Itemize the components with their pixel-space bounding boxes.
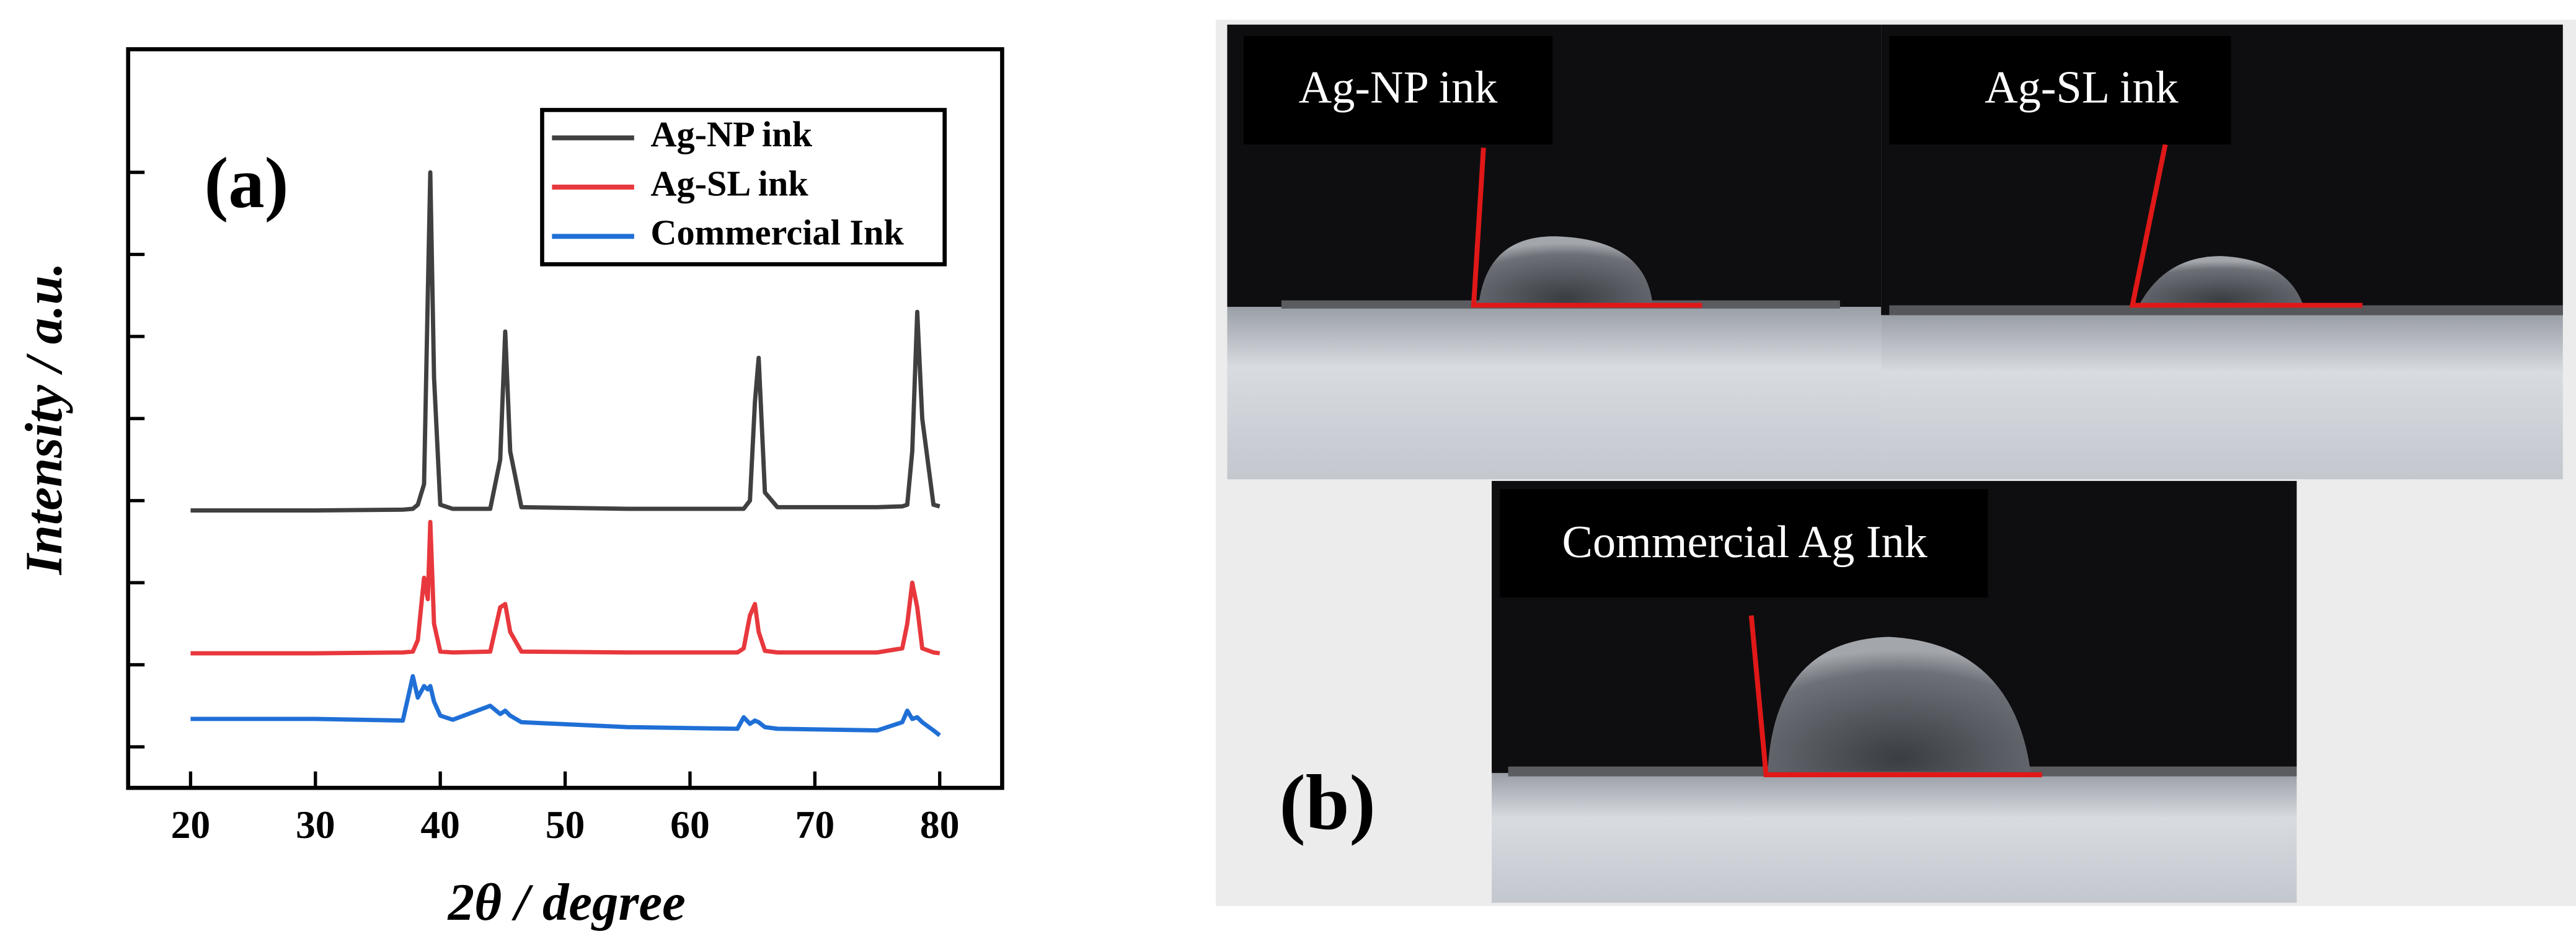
x-tick-label: 70 (795, 803, 835, 847)
photo-caption: Ag-SL ink (1985, 62, 2179, 113)
x-tick-label: 30 (296, 803, 335, 847)
plot-frame (126, 47, 1004, 790)
x-tick-label: 60 (670, 803, 710, 847)
panel-label: (b) (1279, 759, 1375, 846)
photo-commercial: Commercial Ag Ink (b) (1279, 480, 2297, 903)
series-line (190, 519, 941, 656)
legend-label: Commercial Ink (650, 213, 904, 253)
photo-caption: Ag-NP ink (1299, 62, 1498, 113)
legend-label: Ag-SL ink (650, 163, 808, 203)
chart: (a) 2θ / degree Intensity / a.u. 20 30 40 5… (15, 47, 1004, 932)
series-line (190, 170, 941, 513)
photo-ag-np: Ag-NP ink (1227, 24, 1882, 480)
x-tick-label: 20 (171, 803, 211, 847)
x-tick-label: 80 (920, 803, 960, 847)
y-axis-label: Intensity / a.u. (15, 262, 73, 575)
photo-caption: Commercial Ag Ink (1562, 517, 1928, 568)
panel-label: (a) (205, 143, 289, 223)
x-axis-label: 2θ / degree (447, 873, 686, 932)
x-tick-label: 40 (420, 803, 460, 847)
series-line (190, 674, 941, 738)
legend-label: Ag-NP ink (650, 114, 812, 154)
x-tick-label: 50 (546, 803, 585, 847)
photo-panel: Ag-NP ink Ag-SL ink Commercial Ag Ink (b… (1215, 19, 2576, 906)
photo-ag-sl: Ag-SL ink (1881, 24, 2563, 480)
